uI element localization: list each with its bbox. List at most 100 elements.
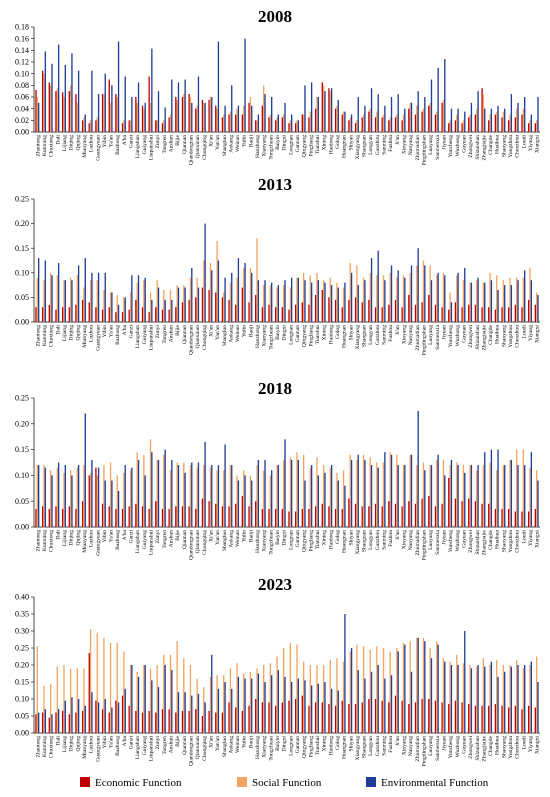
bar-social [476,280,478,322]
bar-economic [268,702,270,733]
y-tick-label: 0.02 [15,116,29,125]
bar-economic [434,506,437,527]
bar-environmental [524,97,526,132]
x-tick-label: Luzhou [89,325,95,342]
bar-environmental [164,107,166,132]
x-tick-label: Shaoyang [501,736,507,758]
bar-social [229,111,232,132]
bar-economic [35,508,37,527]
x-tick-label: Wuzhong [455,325,461,347]
bar-economic [275,120,277,132]
x-tick-label: Qujing [75,135,81,151]
bar-social [156,665,158,733]
bar-economic [341,307,343,322]
bar-social [389,117,391,132]
bar-economic [55,309,57,322]
bar-social [329,277,331,322]
bar-environmental [231,688,233,733]
bar-environmental [117,304,120,322]
bar-social [63,665,65,733]
bar-economic [128,506,130,527]
bar-economic [115,94,117,132]
chart-panel-2018: 2018 0.00 0.05 0.10 0.15 0.20 0.25 Zhaotong Kunm… [15,379,541,560]
bar-environmental [84,258,86,322]
bar-economic [381,506,383,527]
bar-environmental [337,287,339,322]
bar-social [203,465,205,527]
bar-social [203,102,205,132]
bar-environmental [84,705,86,733]
x-tick-label: Longyan [368,135,374,155]
bar-social [349,262,351,322]
bar-economic [374,503,377,527]
bar-environmental [457,465,459,527]
bar-economic [414,503,417,527]
y-tick-label: 0.18 [15,23,29,32]
bar-environmental [464,111,466,132]
bar-social [356,120,358,132]
x-tick-label: Yibin [102,736,108,749]
bar-economic [95,120,97,132]
bar-social [276,287,278,322]
bar-environmental [497,105,499,132]
x-tick-label: Huaihua [495,735,501,754]
bar-social [236,277,238,322]
x-tick-label: Qiandongnan [188,530,194,560]
x-tick-label: Bazhong [115,325,121,345]
bar-social [183,94,185,132]
bar-social [149,668,152,733]
bar-economic [368,699,370,733]
bar-economic [428,699,430,733]
bar-environmental [377,94,379,132]
bar-social [402,642,405,733]
x-tick-label: Shizuishan [475,135,481,160]
bar-economic [121,123,124,132]
bar-social [396,454,398,527]
bar-environmental [97,467,100,527]
x-tick-label: Yuncheng [448,736,454,759]
bar-environmental [477,665,479,733]
bar-economic [235,503,237,527]
bar-social [349,454,351,527]
bar-social [356,459,358,527]
bar-economic [468,304,470,322]
bar-environmental [91,692,93,733]
bar-environmental [197,287,200,322]
bar-economic [168,309,170,322]
bar-social [536,656,538,733]
bar-economic [388,304,390,322]
bar-economic [95,307,97,322]
bar-social [249,671,252,733]
x-tick-label: Ankang [228,530,234,548]
bar-environmental [157,91,160,132]
bar-social [529,665,531,733]
bar-economic [135,299,137,322]
bar-social [49,683,52,733]
x-tick-label: Zhangjiajie [481,735,487,761]
bar-social [356,644,358,733]
x-tick-label: Hanzhong [255,736,261,759]
x-tick-label: Chongqing [202,325,208,350]
bar-social [36,97,38,132]
bar-environmental [484,282,486,322]
bar-social [129,292,132,322]
bar-social [76,275,78,322]
bar-social [476,108,478,132]
x-tick-label: Xi'an [208,325,214,337]
chart-title: 2013 [258,175,292,194]
x-tick-label: Qiandongnan [188,736,194,766]
x-tick-label: Zhongwei [468,736,474,759]
x-tick-label: Liangshan [135,736,141,760]
bar-economic [208,501,210,527]
bar-social [76,668,78,733]
bar-environmental [324,282,326,322]
bar-environmental [310,82,313,132]
x-tick-label: Guyuan [461,530,467,548]
bar-economic [148,312,150,322]
bar-economic [408,501,410,527]
bar-social [502,465,505,527]
y-tick-label: 0.25 [15,644,29,653]
y-tick-label: 0.00 [15,729,29,738]
x-tick-label: Sanming [382,736,388,756]
bar-economic [528,705,530,733]
